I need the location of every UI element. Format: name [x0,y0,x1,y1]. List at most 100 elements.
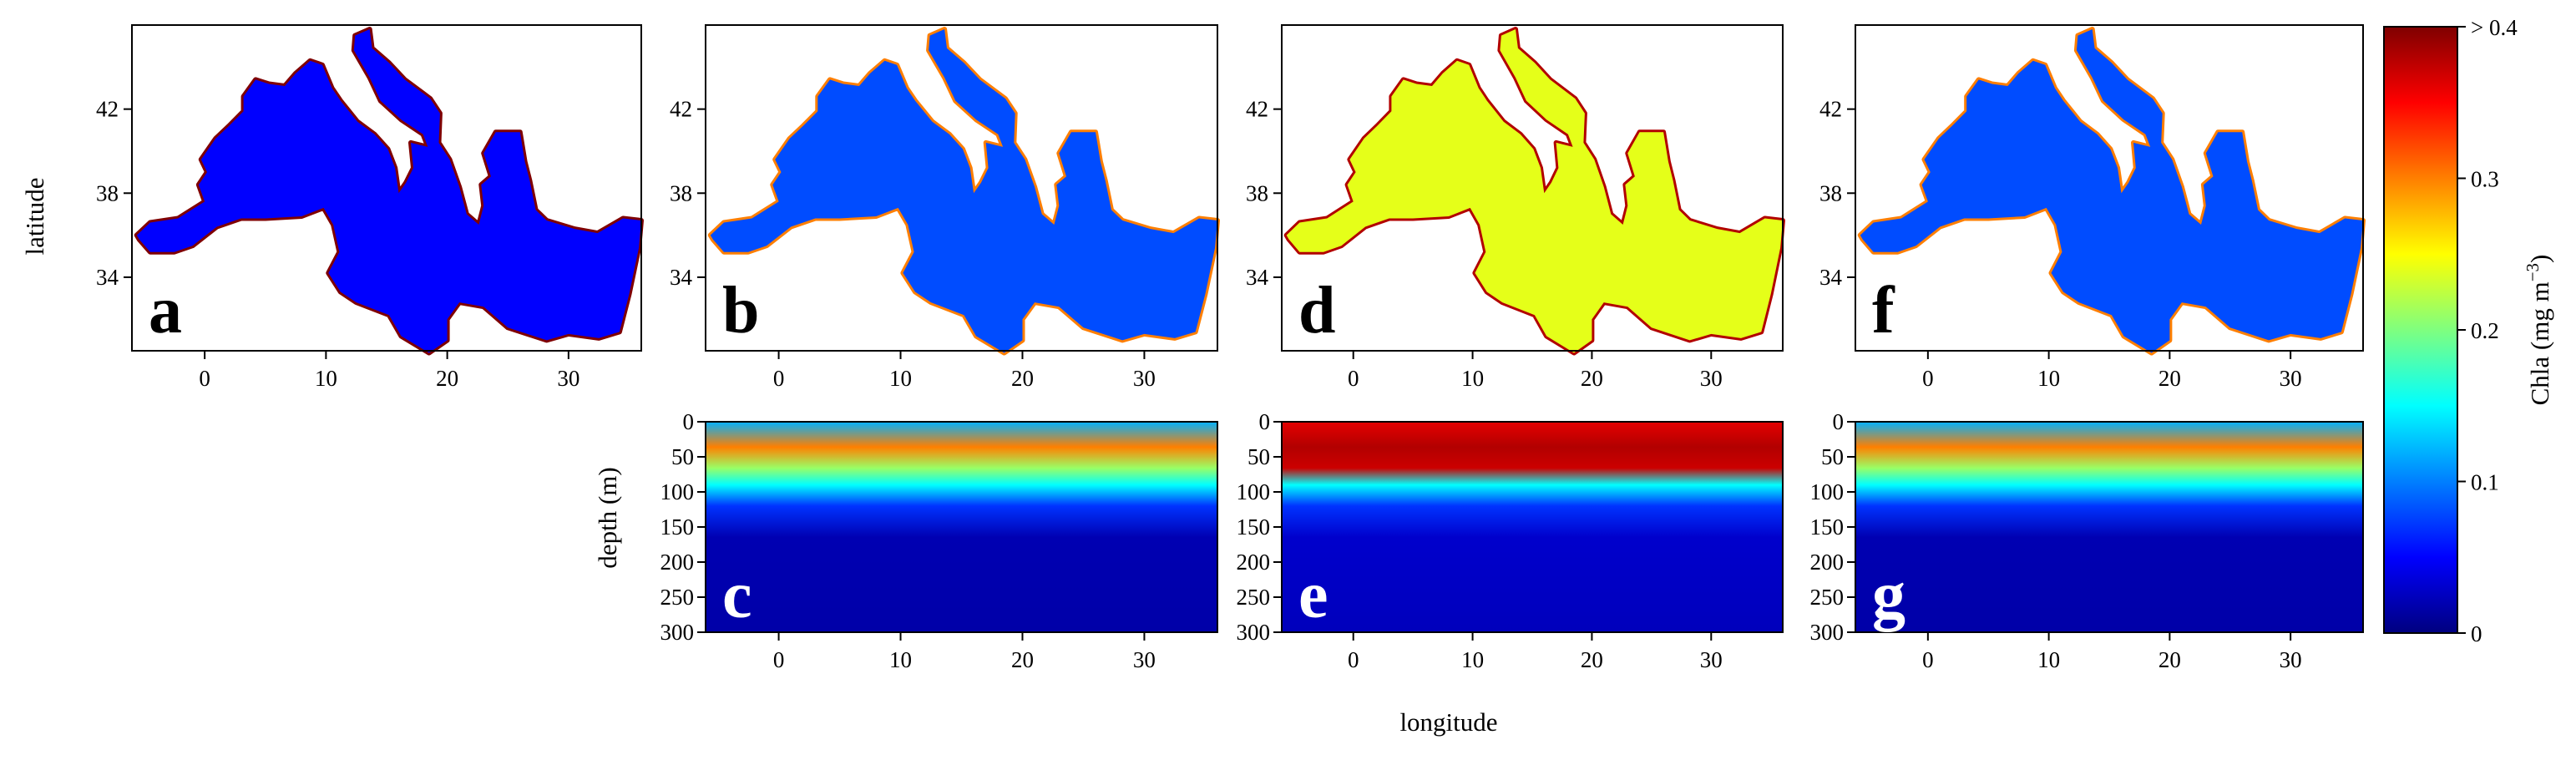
map-x-tick-label-d-0: 0 [1348,366,1359,391]
map-panel-b: 0 10 20 30 34 38 42 b [670,24,1220,391]
map-x-tick-label-f-0: 0 [1922,366,1934,391]
panel-letter-a: a [149,274,182,347]
map-x-tick-label-b-30: 30 [1133,366,1156,391]
map-x-tick-label-d-20: 20 [1581,366,1603,391]
section-y-tick-label-e-50: 50 [1248,444,1270,469]
section-x-tick-label-c-30: 30 [1133,647,1156,672]
section-field-c [706,422,1217,632]
section-x-tick-label-e-30: 30 [1700,647,1723,672]
colorbar-tick-label-0.1: 0.1 [2471,470,2499,495]
section-x-tick-label-c-0: 0 [773,647,785,672]
depth-axis-label: depth (m) [593,467,622,568]
panel-letter-b: b [722,274,760,347]
map-sea-fill-d [1286,29,1783,353]
map-panel-a: 0 10 20 30 34 38 42 a [96,24,644,391]
map-y-tick-label-a-38: 38 [96,180,119,205]
panel-letter-c: c [722,559,752,632]
map-y-tick-label-d-34: 34 [1246,265,1269,290]
map-x-tick-label-a-30: 30 [557,366,579,391]
map-y-tick-label-a-42: 42 [96,97,119,122]
latitude-axis-label: latitude [20,178,49,256]
map-x-tick-label-b-20: 20 [1011,366,1034,391]
section-y-tick-label-c-0: 0 [683,409,695,434]
map-y-tick-label-a-34: 34 [96,265,119,290]
section-y-tick-label-c-250: 250 [660,585,695,610]
map-y-tick-label-d-38: 38 [1246,180,1268,205]
section-x-tick-label-c-10: 10 [889,647,912,672]
section-x-tick-label-e-0: 0 [1348,647,1359,672]
colorbar-tick-label-0: 0 [2471,621,2482,646]
colorbar-tick-label-0.3: 0.3 [2471,167,2499,192]
section-y-tick-label-c-300: 300 [660,620,695,645]
map-x-tick-label-a-0: 0 [199,366,210,391]
map-sea-fill-a [136,29,642,353]
section-y-tick-label-e-200: 200 [1237,550,1271,575]
section-y-tick-label-g-250: 250 [1810,585,1845,610]
panel-letter-e: e [1298,559,1328,632]
section-y-tick-label-e-100: 100 [1237,479,1271,504]
map-x-tick-label-d-30: 30 [1700,366,1723,391]
section-y-tick-label-g-50: 50 [1821,444,1844,469]
map-frame-d [1281,24,1784,352]
colorbar: 0 0.1 0.2 0.3 > 0.4 Chla (mg m−3) [2383,15,2554,646]
section-x-tick-label-g-20: 20 [2158,647,2181,672]
longitude-axis-label: longitude [1399,707,1497,737]
section-y-tick-label-g-200: 200 [1810,550,1845,575]
map-panel-d: 0 10 20 30 34 38 42 d [1246,24,1785,391]
map-x-tick-label-a-20: 20 [436,366,458,391]
section-y-tick-label-e-0: 0 [1259,409,1271,434]
section-y-tick-label-c-100: 100 [660,479,695,504]
section-y-tick-label-e-150: 150 [1237,514,1271,540]
map-sea-fill-b [710,29,1217,353]
map-frame-a [131,24,642,352]
panel-letter-g: g [1872,559,1905,632]
colorbar-tick-label-0.2: 0.2 [2471,318,2499,343]
panel-letter-d: d [1298,274,1336,347]
map-x-tick-label-b-0: 0 [773,366,785,391]
map-y-tick-label-b-38: 38 [670,180,692,205]
section-x-tick-label-e-20: 20 [1581,647,1603,672]
section-y-tick-label-c-200: 200 [660,550,695,575]
section-y-tick-label-e-250: 250 [1237,585,1271,610]
section-y-tick-label-c-150: 150 [660,514,695,540]
colorbar-ramp [2384,27,2457,633]
map-x-tick-label-b-10: 10 [889,366,912,391]
map-y-tick-label-b-42: 42 [670,97,692,122]
section-x-tick-label-g-30: 30 [2280,647,2302,672]
section-y-tick-label-g-0: 0 [1833,409,1845,434]
map-frame-b [705,24,1218,352]
map-y-tick-label-f-38: 38 [1819,180,1842,205]
map-frame-f [1855,24,2364,352]
section-y-tick-label-e-300: 300 [1237,620,1271,645]
map-x-tick-label-f-20: 20 [2158,366,2181,391]
map-y-tick-label-f-42: 42 [1819,97,1842,122]
section-x-tick-label-c-20: 20 [1011,647,1034,672]
map-x-tick-label-f-30: 30 [2280,366,2302,391]
map-y-tick-label-f-34: 34 [1819,265,1843,290]
section-y-tick-label-c-50: 50 [671,444,694,469]
section-x-tick-label-g-0: 0 [1922,647,1934,672]
section-x-tick-label-g-10: 10 [2037,647,2060,672]
section-y-tick-label-g-150: 150 [1810,514,1845,540]
map-y-tick-label-d-42: 42 [1246,97,1268,122]
map-y-tick-label-b-34: 34 [670,265,693,290]
colorbar-label: Chla (mg m−3) [2523,255,2554,406]
section-y-tick-label-g-100: 100 [1810,479,1845,504]
map-x-tick-label-d-10: 10 [1461,366,1484,391]
section-field-g [1855,422,2363,632]
panel-letter-f: f [1872,274,1895,347]
colorbar-tick-label-> 0.4: > 0.4 [2471,15,2518,40]
map-x-tick-label-a-10: 10 [315,366,337,391]
section-x-tick-label-e-10: 10 [1461,647,1484,672]
section-y-tick-label-g-300: 300 [1810,620,1845,645]
map-panel-f: 0 10 20 30 34 38 42 f [1819,24,2366,391]
section-field-e [1282,422,1783,632]
map-x-tick-label-f-10: 10 [2037,366,2060,391]
map-sea-fill-f [1860,29,2363,353]
